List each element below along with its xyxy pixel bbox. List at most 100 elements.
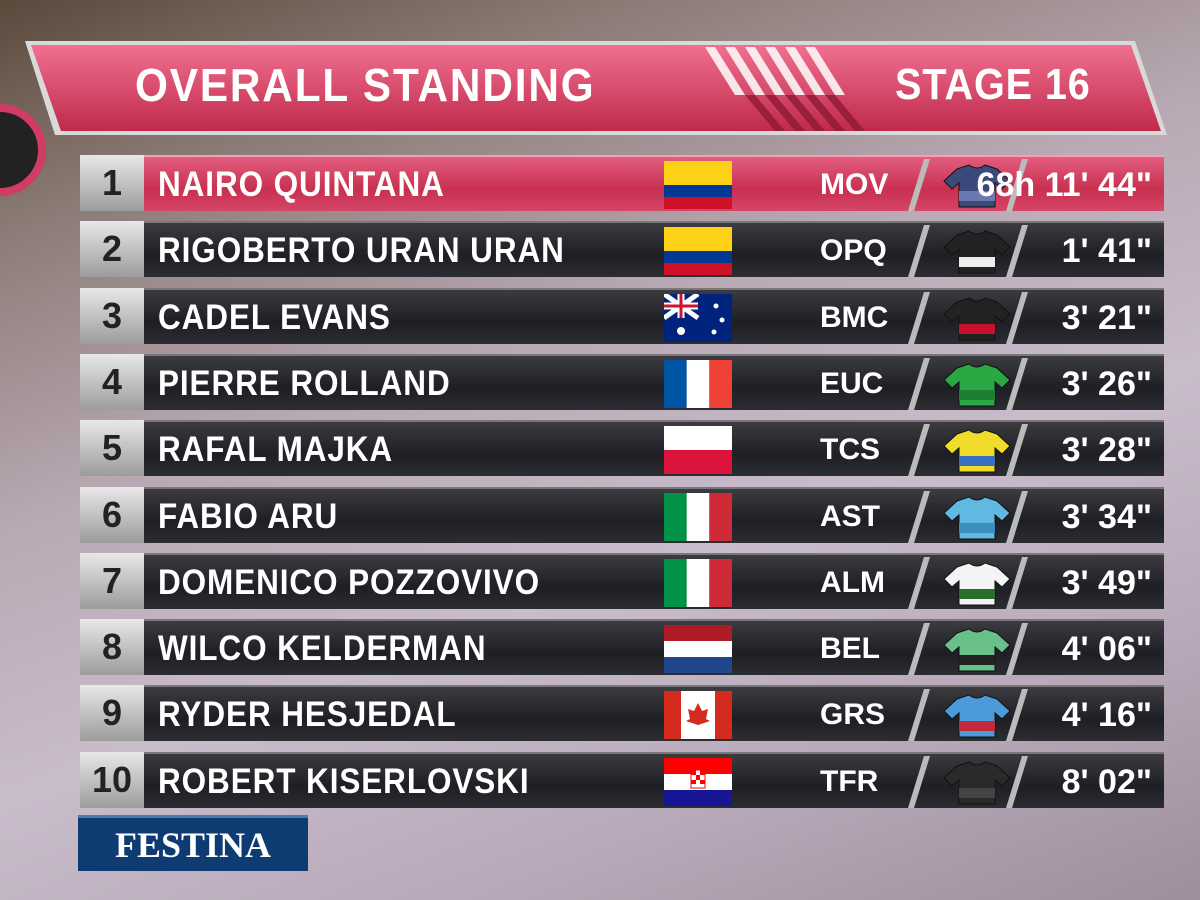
rank: 7 — [80, 552, 144, 609]
country-flag — [664, 691, 732, 740]
row-panel: RIGOBERTO URAN URAN OPQ 1' 41" — [144, 221, 1164, 278]
separator — [908, 225, 930, 278]
gap-time: 4' 16" — [1061, 696, 1152, 735]
separator — [908, 424, 930, 477]
stage-label: STAGE 16 — [895, 60, 1091, 109]
separator — [908, 556, 930, 609]
team-jersey — [943, 429, 1011, 473]
country-flag — [664, 227, 732, 276]
separator — [1006, 556, 1028, 609]
team-jersey — [943, 297, 1011, 341]
gap-time: 3' 21" — [1061, 298, 1152, 337]
row-panel: CADEL EVANS BMC 3' 21" — [144, 287, 1164, 344]
separator — [1006, 755, 1028, 808]
separator — [908, 357, 930, 410]
rider-name: ROBERT KISERLOVSKI — [158, 761, 530, 801]
separator — [1006, 357, 1028, 410]
separator — [908, 490, 930, 543]
country-flag — [664, 625, 732, 674]
row-panel: WILCO KELDERMAN BEL 4' 06" — [144, 619, 1164, 676]
separator — [1006, 689, 1028, 742]
header-banner — [25, 41, 1167, 135]
rank: 6 — [80, 486, 144, 543]
country-flag — [664, 359, 732, 408]
separator — [908, 689, 930, 742]
gap-time: 4' 06" — [1061, 630, 1152, 669]
gap-time: 3' 28" — [1061, 431, 1152, 470]
logo-edge — [0, 104, 46, 196]
row-panel: ROBERT KISERLOVSKI TFR 8' 02" — [144, 751, 1164, 808]
rider-name: DOMENICO POZZOVIVO — [158, 562, 540, 602]
separator — [1006, 291, 1028, 344]
separator — [1006, 623, 1028, 676]
team-code: EUC — [820, 366, 884, 400]
rider-name: WILCO KELDERMAN — [158, 629, 487, 669]
country-flag — [664, 161, 732, 209]
team-jersey — [943, 761, 1011, 805]
gap-time: 3' 49" — [1061, 563, 1152, 602]
standing-row: 6 FABIO ARU AST 3' 34" — [80, 486, 1164, 543]
standing-row: 7 DOMENICO POZZOVIVO ALM 3' 49" — [80, 552, 1164, 609]
country-flag — [664, 757, 732, 806]
team-code: ALM — [820, 565, 885, 599]
separator — [908, 755, 930, 808]
standing-row: 10 ROBERT KISERLOVSKI TFR 8' 02" — [80, 751, 1164, 808]
standing-row: 4 PIERRE ROLLAND EUC 3' 26" — [80, 353, 1164, 410]
rank: 8 — [80, 619, 144, 676]
team-code: AST — [820, 499, 880, 533]
rider-name: CADEL EVANS — [158, 297, 391, 337]
rank: 10 — [80, 751, 144, 808]
standing-row: 1 NAIRO QUINTANA MOV 68h 11' 44" — [80, 155, 1164, 211]
country-flag — [664, 293, 732, 342]
team-code: GRS — [820, 698, 886, 732]
country-flag — [664, 492, 732, 541]
rank: 9 — [80, 685, 144, 742]
rank: 3 — [80, 287, 144, 344]
country-flag — [664, 426, 732, 475]
gap-time: 3' 34" — [1061, 497, 1152, 536]
rider-name: FABIO ARU — [158, 496, 339, 536]
separator — [1006, 490, 1028, 543]
row-panel: NAIRO QUINTANA MOV 68h 11' 44" — [144, 155, 1164, 211]
separator — [908, 623, 930, 676]
standing-row: 9 RYDER HESJEDAL GRS 4' 16" — [80, 685, 1164, 742]
header-title: OVERALL STANDING — [135, 59, 596, 111]
team-code: TCS — [820, 433, 880, 467]
standing-row: 8 WILCO KELDERMAN BEL 4' 06" — [80, 619, 1164, 676]
team-code: BMC — [820, 300, 889, 334]
team-jersey — [943, 230, 1011, 274]
team-jersey — [943, 495, 1011, 539]
team-jersey — [943, 363, 1011, 407]
rider-name: NAIRO QUINTANA — [158, 165, 445, 204]
separator — [1006, 424, 1028, 477]
team-jersey — [943, 164, 1011, 208]
team-jersey — [943, 694, 1011, 738]
rank: 5 — [80, 420, 144, 477]
separator — [1006, 225, 1028, 278]
team-code: MOV — [820, 168, 889, 201]
team-code: BEL — [820, 632, 880, 666]
gap-time: 1' 41" — [1061, 232, 1152, 271]
separator — [1006, 159, 1028, 211]
gap-time: 8' 02" — [1061, 762, 1152, 801]
row-panel: FABIO ARU AST 3' 34" — [144, 486, 1164, 543]
team-jersey — [943, 562, 1011, 606]
gap-time: 3' 26" — [1061, 364, 1152, 403]
rider-name: PIERRE ROLLAND — [158, 363, 451, 403]
rank: 2 — [80, 221, 144, 278]
country-flag — [664, 558, 732, 607]
team-jersey — [943, 628, 1011, 672]
standing-row: 3 CADEL EVANS BMC 3' 21" — [80, 287, 1164, 344]
rider-name: RIGOBERTO URAN URAN — [158, 231, 565, 271]
rider-name: RAFAL MAJKA — [158, 430, 394, 470]
rider-name: RYDER HESJEDAL — [158, 695, 457, 735]
rank: 1 — [80, 155, 144, 211]
standing-row: 5 RAFAL MAJKA TCS 3' 28" — [80, 420, 1164, 477]
row-panel: PIERRE ROLLAND EUC 3' 26" — [144, 353, 1164, 410]
row-panel: DOMENICO POZZOVIVO ALM 3' 49" — [144, 552, 1164, 609]
gap-time: 68h 11' 44" — [976, 166, 1152, 204]
separator — [908, 159, 930, 211]
row-panel: RYDER HESJEDAL GRS 4' 16" — [144, 685, 1164, 742]
